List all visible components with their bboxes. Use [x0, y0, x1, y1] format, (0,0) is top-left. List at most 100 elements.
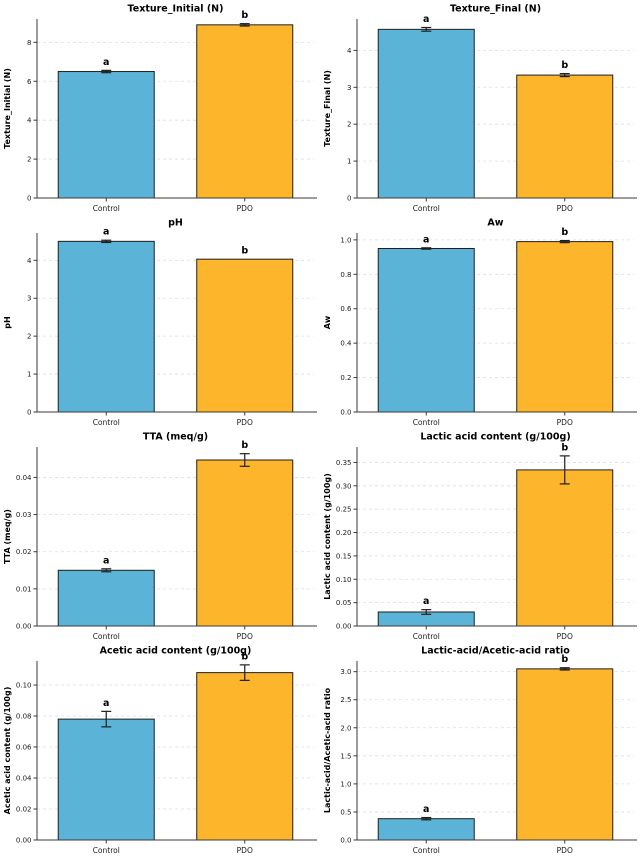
chart-title: TTA (meq/g): [143, 432, 208, 443]
y-axis-label: Lactic acid content (g/100g): [323, 473, 332, 600]
sig-letter-control: a: [423, 14, 429, 25]
y-tick-label: 1: [347, 158, 351, 166]
bar-pdo: [196, 459, 294, 627]
y-axis-label: Texture_Initial (N): [3, 68, 12, 149]
sig-letter-pdo: b: [241, 246, 248, 257]
bar-control: [57, 71, 155, 199]
x-tick-label-pdo: PDO: [557, 418, 573, 427]
sig-letter-control: a: [423, 804, 429, 815]
y-tick-label: 0.04: [16, 474, 32, 482]
chart-lactic-acetic-ratio: a b 0.0 0.5 1.0 1.5 2.0 2.5 3.0 Control PDO Lactic-…: [320, 642, 640, 856]
y-tick-label: 0.02: [16, 806, 32, 814]
y-tick-label: 8: [27, 39, 31, 47]
bar-control: [57, 718, 155, 841]
x-tick-label-control: Control: [413, 418, 440, 427]
bar-control: [377, 28, 475, 199]
y-tick-label: 1: [27, 371, 31, 379]
y-tick-label: 2: [27, 333, 31, 341]
chart-title: Acetic acid content (g/100g): [100, 646, 252, 657]
sig-letter-pdo: b: [241, 440, 248, 451]
bar-control: [57, 240, 155, 413]
sig-letter-control: a: [103, 698, 109, 709]
x-tick-label-control: Control: [93, 846, 120, 855]
chart-texture-final: a b 0 1 2 3 4 Control PDO Texture_Final (N) Textur…: [320, 0, 640, 214]
bar-control: [377, 247, 475, 413]
chart-tta-plot: a b 0.00 0.01 0.02 0.03 0.04 Control PDO TTA (meq…: [3, 432, 317, 641]
y-tick-label: 0: [27, 195, 31, 203]
y-tick-label: 1.5: [340, 752, 351, 760]
x-tick-label-control: Control: [93, 418, 120, 427]
y-tick-label: 0.02: [16, 548, 32, 556]
chart-acetic-acid-plot: a b 0.00 0.02 0.04 0.06 0.08 0.10 Control PDO Acet…: [3, 646, 317, 855]
y-axis-label: TTA (meq/g): [3, 509, 12, 564]
sig-letter-control: a: [423, 596, 429, 607]
sig-letter-control: a: [103, 57, 109, 68]
sig-letter-pdo: b: [241, 10, 248, 21]
x-tick-label-control: Control: [93, 204, 120, 213]
y-tick-label: 0.8: [340, 271, 351, 279]
chart-title: pH: [168, 218, 183, 229]
chart-aw: a b 0.0 0.2 0.4 0.6 0.8 1.0 Control PDO Aw Aw: [320, 214, 640, 428]
chart-title: Texture_Final (N): [450, 4, 541, 15]
y-tick-label: 0.10: [336, 576, 352, 584]
sig-letter-control: a: [103, 555, 109, 566]
y-tick-label: 4: [347, 47, 352, 55]
chart-texture-initial-plot: a b 0 2 4 6 8 Control PDO Texture_Initial (N) Text…: [3, 4, 317, 213]
x-tick-label-pdo: PDO: [557, 204, 573, 213]
y-tick-label: 0.30: [336, 482, 352, 490]
y-axis-label: Texture_Final (N): [323, 70, 332, 147]
chart-acetic-acid: a b 0.00 0.02 0.04 0.06 0.08 0.10 Control PDO Acet…: [0, 642, 320, 856]
chart-lactic-acid-plot: a b 0.00 0.05 0.10 0.15 0.20 0.25 0.30 0.35 Contro…: [323, 432, 637, 641]
sig-letter-pdo: b: [241, 651, 248, 662]
y-tick-label: 2.5: [340, 696, 351, 704]
y-axis-label: Aw: [323, 315, 332, 329]
y-tick-label: 1.0: [340, 236, 351, 244]
y-tick-label: 0.10: [16, 682, 32, 690]
chart-title: Lactic acid content (g/100g): [420, 432, 570, 443]
bar-control: [57, 569, 155, 627]
chart-lactic-acetic-ratio-plot: a b 0.0 0.5 1.0 1.5 2.0 2.5 3.0 Control PDO Lactic-…: [323, 646, 637, 855]
y-tick-label: 0.6: [340, 305, 352, 313]
y-tick-label: 0.00: [336, 623, 352, 631]
x-tick-label-pdo: PDO: [557, 846, 573, 855]
y-tick-label: 0.01: [16, 585, 32, 593]
y-tick-label: 0: [27, 409, 31, 417]
y-tick-label: 0.00: [16, 837, 32, 845]
x-tick-label-pdo: PDO: [237, 418, 253, 427]
y-axis-label: Acetic acid content (g/100g): [3, 687, 12, 815]
y-tick-label: 3: [347, 84, 351, 92]
chart-lactic-acid: a b 0.00 0.05 0.10 0.15 0.20 0.25 0.30 0.35 Contro…: [320, 428, 640, 642]
chart-ph: a b 0 1 2 3 4 Control PDO pH pH: [0, 214, 320, 428]
bar-pdo: [196, 24, 294, 199]
y-tick-label: 0.25: [336, 506, 352, 514]
x-tick-label-control: Control: [93, 632, 120, 641]
y-tick-label: 0.2: [340, 374, 351, 382]
x-tick-label-pdo: PDO: [237, 846, 253, 855]
y-tick-label: 0.00: [16, 623, 32, 631]
chart-texture-initial: a b 0 2 4 6 8 Control PDO Texture_Initial (N) Text…: [0, 0, 320, 214]
x-tick-label-pdo: PDO: [237, 632, 253, 641]
sig-letter-pdo: b: [561, 60, 568, 71]
y-axis-label: pH: [3, 316, 12, 328]
y-tick-label: 0.04: [16, 775, 32, 783]
bar-pdo: [516, 668, 614, 841]
x-tick-label-control: Control: [413, 632, 440, 641]
bar-pdo: [516, 74, 614, 199]
y-tick-label: 2.0: [340, 724, 351, 732]
chart-ph-plot: a b 0 1 2 3 4 Control PDO pH pH: [3, 218, 317, 427]
sig-letter-pdo: b: [561, 227, 568, 238]
chart-tta: a b 0.00 0.01 0.02 0.03 0.04 Control PDO TTA (meq…: [0, 428, 320, 642]
chart-title: Texture_Initial (N): [128, 4, 224, 15]
y-axis-label: Lactic-acid/Acetic-acid ratio: [323, 687, 332, 813]
y-tick-label: 6: [27, 78, 32, 86]
y-tick-label: 0.05: [336, 599, 352, 607]
x-tick-label-pdo: PDO: [557, 632, 573, 641]
y-tick-label: 0.35: [336, 459, 352, 467]
y-tick-label: 2: [347, 121, 351, 129]
sig-letter-pdo: b: [561, 442, 568, 453]
y-tick-label: 0.0: [340, 409, 351, 417]
bar-pdo: [196, 258, 294, 413]
y-tick-label: 0.0: [340, 837, 351, 845]
chart-title: Lactic-acid/Acetic-acid ratio: [421, 646, 570, 657]
y-tick-label: 4: [27, 117, 32, 125]
